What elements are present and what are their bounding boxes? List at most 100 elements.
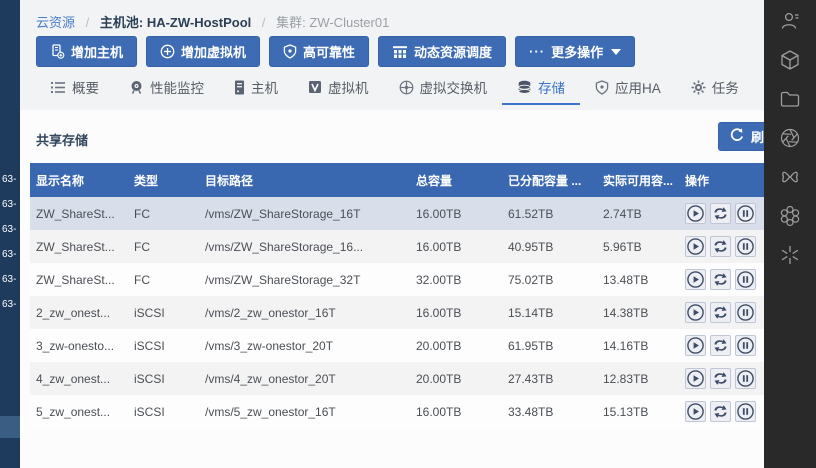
table-row[interactable]: 5_zw_onest... iSCSI /vms/5_zw_onestor_16…	[30, 395, 770, 428]
sync-icon	[714, 207, 727, 220]
cell-available-capacity: 14.38TB	[603, 305, 649, 320]
sync-button[interactable]	[710, 203, 731, 224]
cell-operations	[679, 401, 770, 422]
pause-button[interactable]	[735, 236, 756, 257]
cell-total-capacity: 16.00TB	[416, 305, 462, 320]
tree-item[interactable]: 63-	[2, 249, 17, 260]
sync-button[interactable]	[710, 302, 731, 323]
tree-item[interactable]: 63-	[2, 274, 17, 285]
table-row[interactable]: 2_zw_onest... iSCSI /vms/2_zw_onestor_16…	[30, 296, 770, 329]
tree-item[interactable]: 63-	[2, 224, 17, 235]
tab-performance-monitor[interactable]: 性能监控	[114, 77, 219, 105]
breadcrumb-separator: /	[261, 15, 266, 30]
pause-button[interactable]	[735, 203, 756, 224]
cell-target-path: /vms/5_zw_onestor_16T	[205, 404, 336, 419]
start-button[interactable]	[685, 203, 706, 224]
sync-button[interactable]	[710, 236, 731, 257]
grid-bars-icon	[392, 45, 408, 59]
start-button[interactable]	[685, 368, 706, 389]
dynamic-scheduling-button[interactable]: 动态资源调度	[378, 36, 507, 67]
tab-overview[interactable]: 概要	[36, 77, 114, 105]
add-host-button[interactable]: 增加主机	[36, 36, 138, 67]
pause-button[interactable]	[735, 401, 756, 422]
cell-total-capacity: 16.00TB	[416, 206, 462, 221]
breadcrumb-separator: /	[85, 15, 90, 30]
butterfly-icon[interactable]	[779, 166, 801, 188]
tab-bar: 概要 性能监控 主机 虚拟机 虚拟交换机 存储	[36, 77, 754, 105]
start-button[interactable]	[685, 302, 706, 323]
pause-button[interactable]	[735, 302, 756, 323]
pause-icon	[737, 403, 754, 420]
header-type[interactable]: 类型	[134, 173, 159, 188]
header-display-name[interactable]: 显示名称	[36, 173, 85, 188]
start-button[interactable]	[685, 236, 706, 257]
tree-item[interactable]: 63-	[2, 199, 17, 210]
table-row[interactable]: ZW_ShareSt... FC /vms/ZW_ShareStorage_16…	[30, 197, 770, 230]
tab-tasks[interactable]: 任务	[676, 77, 754, 105]
cell-type: iSCSI	[134, 404, 165, 419]
refresh-icon	[729, 127, 745, 146]
breadcrumb-cluster: 集群: ZW-Cluster01	[276, 15, 390, 30]
tab-hosts[interactable]: 主机	[219, 77, 293, 105]
user-icon[interactable]	[779, 10, 801, 32]
add-vm-label: 增加虚拟机	[181, 45, 247, 60]
cell-display-name: 5_zw_onest...	[36, 404, 111, 419]
play-icon	[687, 304, 704, 321]
tree-item[interactable]: 63-	[2, 174, 17, 185]
cell-total-capacity: 20.00TB	[416, 371, 462, 386]
tab-vms[interactable]: 虚拟机	[293, 77, 384, 105]
more-operations-button[interactable]: ··· 更多操作	[515, 36, 636, 67]
chevron-down-icon	[611, 48, 622, 55]
sync-button[interactable]	[710, 368, 731, 389]
header-allocated-capacity[interactable]: 已分配容量 ...	[508, 173, 582, 188]
cell-display-name: 3_zw-onesto...	[36, 338, 115, 353]
cube-icon[interactable]	[779, 49, 801, 71]
cell-target-path: /vms/4_zw_onestor_20T	[205, 371, 336, 386]
start-button[interactable]	[685, 401, 706, 422]
pause-button[interactable]	[735, 269, 756, 290]
header-target-path[interactable]: 目标路径	[205, 173, 254, 188]
pause-icon	[737, 370, 754, 387]
add-vm-button[interactable]: 增加虚拟机	[146, 36, 261, 67]
high-availability-button[interactable]: 高可靠性	[269, 36, 370, 67]
tree-item[interactable]: 63-	[2, 299, 17, 310]
cell-target-path: /vms/ZW_ShareStorage_16...	[205, 239, 364, 254]
aperture-icon[interactable]	[779, 127, 801, 149]
breadcrumb-cloud-resources[interactable]: 云资源	[36, 15, 76, 30]
pause-button[interactable]	[735, 335, 756, 356]
folder-icon[interactable]	[779, 88, 801, 110]
tab-app-ha[interactable]: 应用HA	[580, 77, 676, 105]
start-button[interactable]	[685, 269, 706, 290]
hex-flower-icon[interactable]	[779, 205, 801, 227]
breadcrumb-hostpool[interactable]: 主机池: HA-ZW-HostPool	[99, 15, 252, 30]
table-row[interactable]: ZW_ShareSt... FC /vms/ZW_ShareStorage_16…	[30, 230, 770, 263]
header-available-capacity[interactable]: 实际可用容...	[603, 173, 674, 188]
sync-button[interactable]	[710, 401, 731, 422]
tab-storage[interactable]: 存储	[502, 77, 580, 105]
play-icon	[687, 205, 704, 222]
table-row[interactable]: 4_zw_onest... iSCSI /vms/4_zw_onestor_20…	[30, 362, 770, 395]
breadcrumb: 云资源 / 主机池: HA-ZW-HostPool / 集群: ZW-Clust…	[36, 12, 389, 31]
sync-icon	[714, 372, 727, 385]
tab-performance-label: 性能监控	[150, 81, 204, 96]
sparkle-icon[interactable]	[779, 244, 801, 266]
sync-button[interactable]	[710, 335, 731, 356]
cell-available-capacity: 12.83TB	[603, 371, 649, 386]
header-total-capacity[interactable]: 总容量	[416, 173, 453, 188]
cell-allocated-capacity: 61.52TB	[508, 206, 554, 221]
cell-type: FC	[134, 239, 150, 254]
pause-icon	[737, 238, 754, 255]
start-button[interactable]	[685, 335, 706, 356]
tree-selected-highlight[interactable]	[0, 416, 20, 438]
vswitch-icon	[399, 80, 414, 95]
table-row[interactable]: ZW_ShareSt... FC /vms/ZW_ShareStorage_32…	[30, 263, 770, 296]
pause-button[interactable]	[735, 368, 756, 389]
host-icon	[234, 80, 245, 95]
sync-button[interactable]	[710, 269, 731, 290]
header-operations: 操作	[685, 173, 710, 188]
cell-total-capacity: 32.00TB	[416, 272, 462, 287]
cell-target-path: /vms/ZW_ShareStorage_16T	[205, 206, 361, 221]
cell-available-capacity: 2.74TB	[603, 206, 642, 221]
table-row[interactable]: 3_zw-onesto... iSCSI /vms/3_zw-onestor_2…	[30, 329, 770, 362]
tab-virtual-switches[interactable]: 虚拟交换机	[384, 77, 503, 105]
